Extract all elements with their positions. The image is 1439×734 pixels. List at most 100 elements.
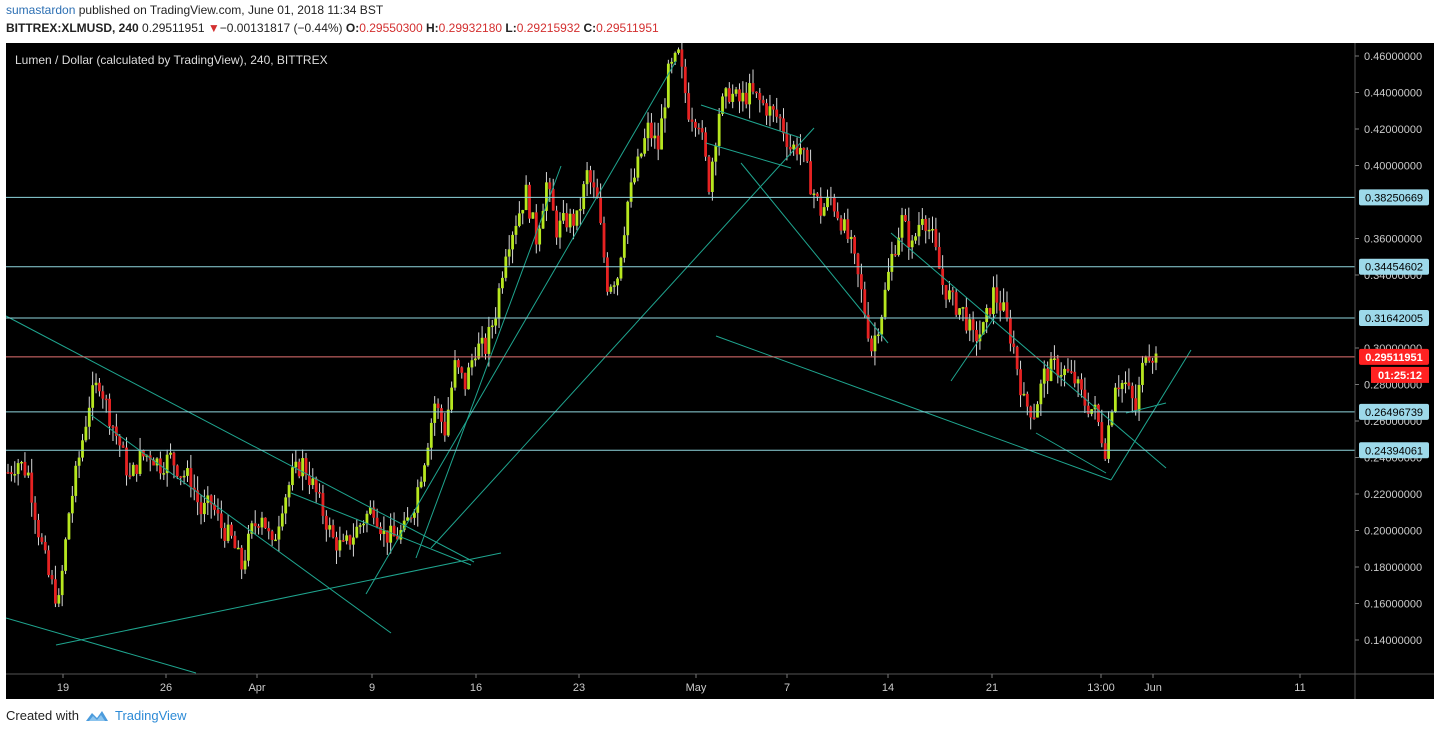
trendline	[1035, 432, 1107, 474]
candle-body	[1059, 375, 1063, 377]
candle-body	[988, 308, 992, 315]
tradingview-brand[interactable]: TradingView	[114, 708, 187, 723]
candle-body	[541, 210, 545, 229]
trendline	[415, 165, 562, 559]
candle-body	[426, 447, 430, 466]
candle-body	[876, 334, 880, 336]
candle-body	[873, 335, 877, 352]
candle-body	[1063, 368, 1066, 376]
candle-body	[104, 398, 108, 401]
candle-body	[1036, 404, 1039, 418]
candle-body	[545, 182, 548, 211]
candle-body	[605, 257, 609, 292]
candle-body	[856, 253, 860, 275]
publish-info: published on TradingView.com, June 01, 2…	[78, 3, 384, 17]
candle-body	[931, 228, 934, 231]
candle-body	[683, 66, 687, 94]
level-label-box	[1359, 403, 1429, 420]
candle-body	[670, 61, 674, 64]
candle-body	[9, 472, 13, 475]
candle-body	[169, 452, 172, 455]
candle-body	[578, 209, 582, 211]
candles-layer	[6, 43, 1158, 608]
candle-body	[731, 93, 735, 102]
candle-body	[694, 121, 697, 128]
candle-body	[243, 560, 247, 570]
candle-body	[782, 118, 785, 134]
candle-body	[270, 531, 274, 540]
candle-body	[20, 461, 23, 464]
candle-body	[321, 493, 325, 516]
candle-body	[822, 207, 826, 216]
candle-body	[981, 322, 985, 335]
candle-body	[111, 426, 115, 428]
candle-body	[924, 219, 928, 231]
candle-body	[646, 122, 650, 139]
candle-body	[748, 83, 752, 105]
candle-body	[480, 337, 484, 344]
candle-body	[561, 213, 565, 221]
candle-body	[118, 435, 122, 446]
candle-body	[954, 292, 958, 315]
candle-body	[1137, 384, 1141, 411]
candle-body	[639, 153, 643, 157]
high-label: H:	[425, 21, 439, 35]
candle-body	[1069, 371, 1073, 373]
candle-body	[609, 286, 613, 292]
created-with-label: Created with	[6, 708, 79, 723]
y-tick-label: 0.42000000	[1364, 124, 1422, 136]
candle-body	[277, 526, 281, 540]
candle-body	[937, 246, 941, 269]
candle-body	[792, 144, 796, 150]
candle-body	[199, 502, 203, 515]
candle-body	[396, 536, 399, 540]
trendline	[1110, 349, 1192, 481]
candle-body	[589, 170, 592, 183]
candle-body	[423, 465, 426, 482]
candle-body	[1076, 379, 1080, 384]
candle-body	[599, 197, 603, 224]
candle-body	[236, 547, 240, 550]
open-label: O:	[345, 21, 360, 35]
candle-body	[859, 274, 863, 290]
candle-body	[572, 213, 575, 226]
candle-body	[392, 525, 396, 537]
candle-body	[866, 314, 870, 339]
candle-body	[1120, 382, 1124, 389]
candle-body	[1022, 393, 1026, 396]
author-link[interactable]: sumastardon	[6, 3, 76, 17]
candle-body	[920, 219, 924, 225]
candle-body	[975, 329, 978, 342]
trendline	[90, 414, 392, 634]
x-tick-label: 16	[470, 682, 482, 694]
candle-body	[687, 93, 691, 120]
candle-body	[788, 146, 792, 150]
candle-body	[826, 196, 829, 208]
candle-body	[521, 210, 525, 214]
level-label: 0.26496739	[1365, 407, 1423, 419]
current-price-box	[1359, 348, 1429, 365]
candle-body	[209, 495, 213, 505]
candle-body	[267, 528, 271, 532]
candle-body	[67, 513, 71, 540]
candle-body	[84, 426, 88, 441]
candle-body	[1012, 343, 1016, 347]
candle-body	[433, 403, 437, 423]
candle-body	[94, 382, 98, 386]
candle-body	[206, 495, 210, 503]
close-value: 0.29511951	[596, 21, 659, 35]
candle-body	[40, 537, 44, 542]
trendline	[705, 142, 792, 169]
level-label-box	[1359, 442, 1429, 459]
candle-body	[1025, 393, 1029, 407]
candle-body	[1039, 383, 1043, 405]
level-labels: 0.38250669 0.34454602 0.31642005 0.26496739…	[1359, 189, 1429, 459]
candle-body	[721, 96, 724, 114]
chart-area[interactable]: 0.480000000.460000000.440000000.42000000…	[6, 43, 1434, 699]
x-tick-label: 23	[573, 682, 585, 694]
candle-body	[900, 215, 904, 238]
candle-body	[629, 182, 633, 202]
tradingview-link[interactable]: TradingView	[85, 708, 187, 723]
candle-body	[771, 106, 775, 110]
price-chart[interactable]: 0.480000000.460000000.440000000.42000000…	[6, 43, 1434, 699]
